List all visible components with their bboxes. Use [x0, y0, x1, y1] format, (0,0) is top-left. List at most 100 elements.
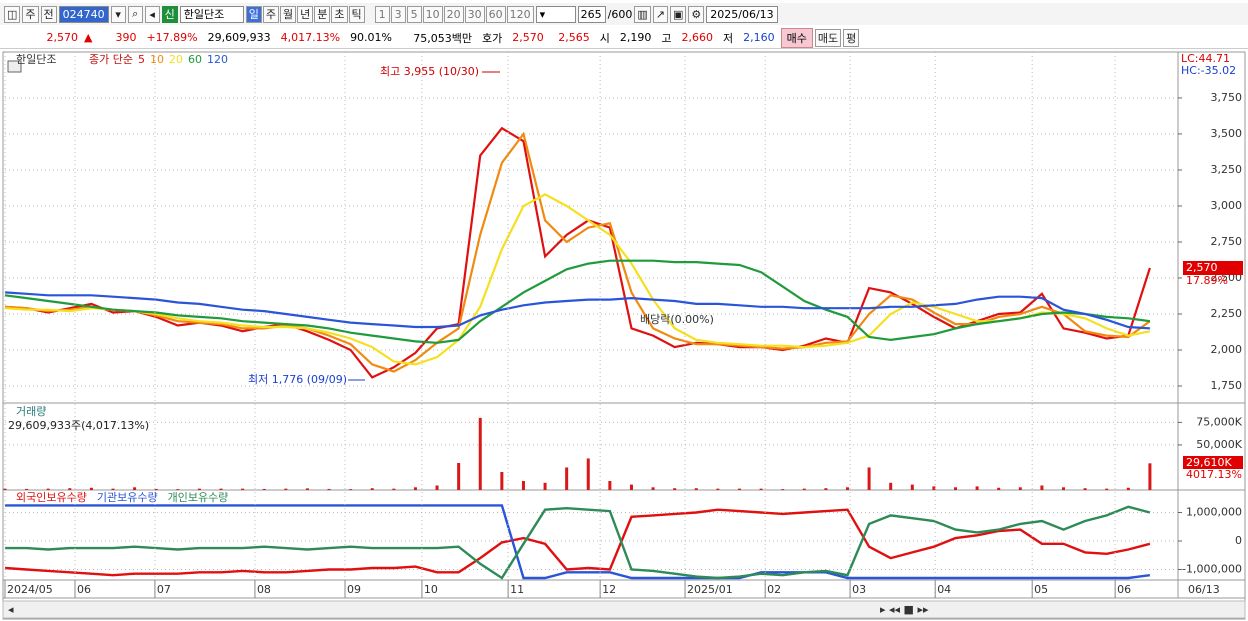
period-button[interactable]: 초 [331, 5, 348, 23]
volume-bar [867, 467, 871, 490]
volume-bar [997, 487, 1001, 490]
save-button[interactable]: ▣ [669, 5, 687, 23]
search-button[interactable]: ⌕ [127, 5, 143, 23]
y-tick-label: 50,000K [1196, 438, 1242, 451]
scrollbar[interactable] [2, 600, 1246, 619]
volume-bar [413, 487, 417, 490]
interval-button[interactable]: 30 [464, 5, 485, 23]
period-button[interactable]: 월 [280, 5, 297, 23]
volume-bar [802, 488, 806, 490]
volume-bar [262, 488, 266, 490]
scope-button[interactable]: 전 [40, 5, 57, 23]
volume-bar [629, 484, 633, 490]
y-tick-label: 3,500 [1211, 127, 1243, 140]
volume-bar [586, 458, 590, 490]
series-line [4, 259, 1151, 344]
x-tick-label: 02 [767, 583, 781, 596]
volume-bar [111, 488, 115, 490]
draw-button[interactable]: ↗ [652, 5, 668, 23]
scroll-left[interactable]: ◂ [8, 603, 14, 616]
interval-button[interactable]: 3 [390, 5, 406, 23]
x-tick-label: 2024/05 [7, 583, 53, 596]
volume-bar [392, 488, 396, 490]
code-input[interactable]: 024740 [58, 5, 109, 23]
buy-button[interactable]: 매수 [780, 27, 813, 48]
interval-input[interactable]: ▾ [535, 5, 576, 23]
volume-bar [46, 488, 50, 490]
interval-button[interactable]: 10 [422, 5, 443, 23]
interval-button[interactable]: 5 [406, 5, 422, 23]
annotation: 최고 3,955 (10/30) [380, 65, 479, 78]
volume-bar [89, 487, 93, 490]
period-button[interactable]: 주 [262, 5, 280, 23]
ratio: 90.01% [350, 31, 393, 44]
volume-bar [521, 480, 525, 490]
y-tick-label: 0 [1235, 534, 1242, 547]
change: 390 [115, 31, 137, 44]
x-tick-label: 2025/01 [687, 583, 733, 596]
x-tick-label: 05 [1034, 583, 1048, 596]
volume-summary: 29,609,933주(4,017.13%) [8, 419, 149, 432]
x-tick-label: 06 [1117, 583, 1131, 596]
volume-bar [500, 471, 504, 490]
count-input[interactable]: 265 [577, 5, 606, 23]
change-sign: ▲ [84, 31, 93, 44]
stock-name[interactable]: 한일단조 [179, 5, 244, 23]
settings-button[interactable]: ⚙ [688, 5, 705, 23]
y-tick-label: 3,250 [1211, 163, 1243, 176]
period-button[interactable]: 년 [297, 5, 314, 23]
annotation: 배당락(0.00%) [640, 313, 714, 326]
volume-bar [349, 489, 353, 490]
period-button[interactable]: 분 [314, 5, 331, 23]
market-select[interactable]: 주 [22, 5, 39, 23]
scroll-controls[interactable]: ▸ ◂◂ ■ ▸▸ [880, 603, 929, 616]
period-button[interactable]: 틱 [348, 5, 365, 23]
interval-button[interactable]: 120 [506, 5, 534, 23]
period-button[interactable]: 일 [245, 5, 262, 23]
x-tick-label: 06 [77, 583, 91, 596]
legend-entry: 10 [150, 53, 164, 66]
volume-bar [3, 488, 7, 490]
volume-bar [673, 488, 677, 490]
chart-type-button[interactable]: ▥ [634, 5, 651, 23]
layout-button[interactable]: ◫ [4, 5, 21, 23]
last-pct: 17.89% [1186, 274, 1228, 287]
volume-bar [1126, 487, 1130, 490]
volume-bar [68, 488, 72, 490]
y-tick-label: 1,750 [1211, 379, 1243, 392]
volume-pct: 4,017.13% [280, 31, 341, 44]
sell-button[interactable]: 매도 [814, 28, 842, 47]
interval-button[interactable]: 60 [485, 5, 506, 23]
interval-button[interactable]: 1 [374, 5, 390, 23]
y-tick-label: 2,000 [1211, 343, 1243, 356]
interval-button[interactable]: 20 [443, 5, 464, 23]
x-tick-label: 03 [852, 583, 866, 596]
volume-bar [327, 488, 331, 490]
volume-bar [1105, 488, 1109, 490]
sound-button[interactable]: ◂ [144, 5, 160, 23]
volume-bar [953, 487, 957, 490]
volume-pct: 4017.13% [1186, 468, 1242, 481]
panel-icon[interactable] [7, 60, 22, 73]
chart-area: ◂ ▸ ◂◂ ■ ▸▸ 1,7502,0002,2502,5002,7503,0… [2, 51, 1246, 620]
volume-bar [975, 486, 979, 490]
y-tick-label: 3,000 [1211, 199, 1243, 212]
avg-button[interactable]: 평 [843, 28, 860, 47]
low: 2,160 [743, 31, 775, 44]
x-tick-label: 04 [937, 583, 951, 596]
volume-bar [176, 489, 180, 490]
ask: 2,570 [512, 31, 544, 44]
high: 2,660 [681, 31, 714, 44]
legend-entry: 5 [138, 53, 145, 66]
volume-bar [219, 488, 223, 490]
dropdown[interactable]: ▾ [110, 5, 126, 23]
volume-bar [1040, 485, 1044, 490]
x-tick-label: 07 [157, 583, 171, 596]
lc-label: LC:44.71 [1181, 52, 1230, 65]
volume-bar [759, 488, 763, 490]
series-line [5, 504, 1151, 580]
panel-title: 거래량 [16, 405, 46, 418]
date-input[interactable]: 2025/06/13 [706, 5, 778, 23]
